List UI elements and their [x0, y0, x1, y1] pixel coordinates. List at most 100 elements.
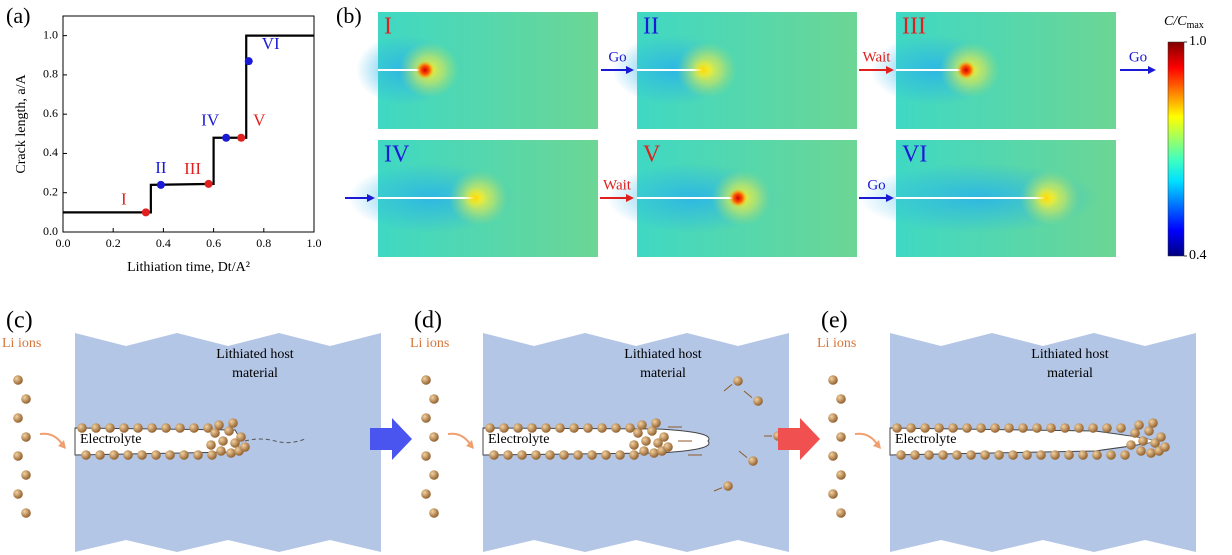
li-ion [161, 423, 171, 433]
crack-tip [416, 61, 434, 79]
li-ion [13, 451, 23, 461]
li-ion [1064, 450, 1074, 460]
li-ion [990, 423, 1000, 433]
frame-label: V [643, 142, 661, 168]
y-tick-label: 0.0 [43, 224, 58, 238]
state-label: IV [201, 111, 220, 130]
li-ion [226, 448, 236, 458]
li-ion [216, 446, 226, 456]
field-frame: IV [348, 140, 598, 257]
host-label: Lithiated host [216, 347, 293, 362]
li-ion [119, 423, 129, 433]
field-frame: V [606, 140, 857, 257]
ion-flow [39, 432, 63, 445]
transition-arrow-head [886, 194, 894, 202]
colorbar-title-main: C/C [1164, 14, 1187, 29]
li-ion [224, 426, 234, 436]
li-ion [230, 438, 240, 448]
li-ion [91, 423, 101, 433]
frame-label: II [643, 14, 659, 40]
li-ion [555, 423, 565, 433]
crack-tip [692, 59, 714, 81]
li-ion [1088, 423, 1098, 433]
state-point [204, 179, 213, 188]
mechanism-panel: (e) Li ions Lithiated host material Electrol… [817, 308, 1196, 552]
li-ion [615, 450, 625, 460]
li-ion [240, 442, 250, 452]
ion-motion [743, 390, 753, 399]
field-frame: VI [858, 140, 1116, 257]
li-ion [429, 432, 439, 442]
li-ion [659, 432, 669, 442]
li-ion [527, 423, 537, 433]
li-ion [1046, 423, 1056, 433]
frame-label: III [902, 14, 926, 40]
li-ion [218, 436, 228, 446]
transition-label: Wait [603, 177, 632, 193]
mechanism-panel: (c) Li ions Lithiated host material Electrol… [2, 308, 381, 552]
li-ion [733, 376, 743, 386]
step-line [63, 34, 314, 214]
mechanism-panel: (d) Li ions Lithiated host material Electrol… [410, 308, 789, 552]
li-ion [214, 420, 224, 430]
field-frame: II [612, 12, 857, 129]
panel-label: (d) [414, 308, 442, 334]
y-tick-label: 0.8 [43, 67, 58, 81]
transition-arrow-head [626, 194, 634, 202]
li-ion [105, 423, 115, 433]
li-ion [994, 450, 1004, 460]
li-ion [13, 375, 23, 385]
li-ion [723, 481, 733, 491]
li-ion [1018, 423, 1028, 433]
li-ion [228, 418, 238, 428]
ions-label: Li ions [817, 336, 856, 351]
li-ion [1004, 423, 1014, 433]
y-tick-label: 0.2 [43, 184, 58, 198]
li-ion [429, 470, 439, 480]
ion-flow-head [58, 440, 66, 449]
state-point [222, 133, 231, 142]
li-ion [137, 450, 147, 460]
li-ion [828, 489, 838, 499]
ion-motion [738, 450, 748, 459]
li-ion [13, 413, 23, 423]
li-ion [836, 432, 846, 442]
li-ion [193, 450, 203, 460]
li-ion [541, 423, 551, 433]
ion-flow [854, 432, 878, 445]
li-ion [828, 451, 838, 461]
li-ion [625, 423, 635, 433]
li-ion [639, 446, 649, 456]
y-tick-label: 1.0 [43, 27, 58, 41]
host-label: material [232, 366, 278, 381]
li-ion [1160, 442, 1170, 452]
li-ion [653, 438, 663, 448]
li-ion [151, 450, 161, 460]
li-ion [1120, 450, 1130, 460]
state-point [156, 180, 165, 189]
li-ion [651, 418, 661, 428]
frame-label: VI [902, 142, 927, 168]
li-ion [948, 423, 958, 433]
transition-arrow-head [626, 66, 634, 74]
li-ion [147, 423, 157, 433]
host-label: Lithiated host [1031, 347, 1108, 362]
state-label: III [184, 159, 201, 178]
li-ion [587, 450, 597, 460]
li-ion [513, 423, 523, 433]
x-tick-label: 0.6 [206, 236, 221, 250]
li-ion [641, 436, 651, 446]
li-ion [611, 423, 621, 433]
transition-label: Wait [863, 49, 892, 65]
li-ion [485, 423, 495, 433]
li-ion [21, 432, 31, 442]
li-ion [966, 450, 976, 460]
y-tick-label: 0.6 [43, 106, 58, 120]
colorbar-tick-label: 0.4 [1189, 248, 1207, 263]
li-ion [21, 394, 31, 404]
colorbar-title: C/Cmax [1164, 14, 1204, 31]
li-ion [583, 423, 593, 433]
li-ion [920, 423, 930, 433]
crack-tip [729, 189, 747, 207]
